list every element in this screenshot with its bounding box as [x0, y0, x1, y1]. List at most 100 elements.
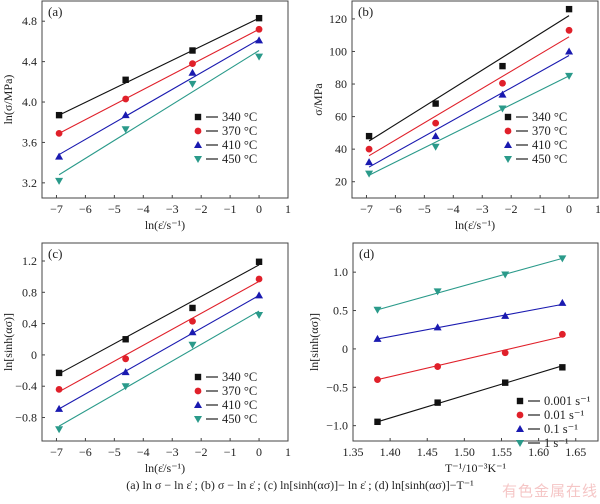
fit-line — [58, 17, 260, 116]
y-tick-label: −0.8 — [15, 411, 37, 425]
y-axis-label: ln[sinh(ασ)] — [1, 313, 15, 371]
data-point — [499, 62, 506, 70]
x-axis-label: T⁻¹/10⁻³K⁻¹ — [445, 461, 507, 475]
legend-item: 410 °C — [194, 138, 257, 152]
x-tick-label: −2 — [195, 202, 208, 216]
series-3 — [55, 36, 264, 160]
legend-label: 410 °C — [222, 138, 257, 152]
data-point — [122, 355, 130, 363]
data-point — [255, 275, 263, 283]
y-tick-label: 0.4 — [22, 317, 37, 331]
y-tick-label: 4.4 — [22, 55, 37, 69]
data-point — [121, 111, 130, 119]
series-4 — [373, 255, 567, 314]
x-tick-label: 1 — [285, 202, 291, 216]
x-tick-label: −1 — [534, 202, 547, 216]
data-point — [188, 68, 197, 76]
y-tick-label: 0 — [31, 348, 37, 362]
data-point — [565, 47, 574, 55]
y-tick-label: 0.8 — [22, 285, 37, 299]
panel-label: (d) — [359, 246, 374, 261]
data-point — [55, 426, 64, 434]
data-point — [255, 312, 264, 319]
x-tick-label: 1.60 — [528, 445, 549, 459]
legend-marker — [194, 113, 202, 121]
x-tick-label: 0 — [256, 445, 262, 459]
data-point — [55, 129, 63, 137]
legend-item: 450 °C — [194, 412, 257, 426]
data-point — [558, 255, 567, 263]
data-point — [565, 5, 573, 13]
x-tick-label: −7 — [50, 202, 63, 216]
x-tick-label: 0 — [256, 202, 262, 216]
data-point — [55, 385, 63, 393]
data-point — [189, 47, 196, 54]
y-tick-label: 40 — [335, 142, 347, 156]
x-tick-label: 1.55 — [491, 445, 512, 459]
data-point — [188, 328, 197, 336]
series-2 — [55, 25, 263, 137]
x-tick-label: −2 — [505, 202, 518, 216]
y-tick-label: 80 — [335, 77, 347, 91]
legend-label: 340 °C — [532, 110, 567, 124]
x-tick-label: 1.65 — [565, 445, 586, 459]
x-tick-label: −6 — [79, 445, 92, 459]
data-point — [558, 330, 566, 338]
data-point — [565, 26, 573, 34]
x-tick-label: 1 — [285, 445, 291, 459]
legend-label: 410 °C — [532, 138, 567, 152]
legend-item: 0.001 s⁻¹ — [516, 394, 591, 408]
data-point — [121, 368, 130, 376]
data-point — [189, 60, 196, 68]
data-point — [55, 152, 64, 160]
data-point — [434, 399, 441, 406]
legend-item: 340 °C — [194, 110, 257, 124]
data-point — [121, 383, 130, 391]
legend-label: 340 °C — [222, 110, 257, 124]
legend-marker — [194, 127, 202, 135]
plot-frame — [352, 242, 599, 442]
legend-label: 0.01 s⁻¹ — [544, 408, 584, 422]
legend-marker — [194, 373, 202, 381]
series-4 — [365, 72, 574, 178]
data-point — [374, 418, 381, 426]
data-point — [255, 291, 264, 299]
series-1 — [374, 364, 566, 426]
data-point — [55, 111, 63, 119]
fit-line — [377, 365, 563, 423]
data-point — [365, 158, 374, 166]
legend-label: 370 °C — [532, 124, 567, 138]
x-tick-label: 1.35 — [343, 445, 364, 459]
legend-item: 340 °C — [504, 110, 567, 124]
y-tick-label: 3.2 — [22, 176, 37, 190]
x-tick-label: −6 — [389, 202, 402, 216]
series-3 — [55, 291, 264, 412]
y-tick-label: 3.6 — [22, 135, 37, 149]
x-tick-label: −4 — [137, 445, 150, 459]
series-3 — [365, 47, 574, 168]
legend-item: 0.01 s⁻¹ — [516, 408, 584, 422]
fit-line — [377, 303, 563, 340]
legend-marker — [194, 141, 202, 148]
legend-marker — [516, 397, 524, 405]
data-point — [365, 145, 373, 153]
data-point — [433, 323, 442, 331]
legend-item: 450 °C — [194, 152, 257, 166]
legend-label: 410 °C — [222, 398, 257, 412]
data-point — [255, 25, 263, 33]
legend-item: 370 °C — [194, 384, 257, 398]
fit-line — [58, 28, 260, 134]
y-tick-label: 120 — [329, 12, 347, 26]
panel-label: (c) — [48, 246, 62, 261]
series-4 — [55, 50, 264, 185]
data-point — [501, 379, 509, 386]
x-tick-label: −3 — [166, 445, 179, 459]
series-1 — [55, 258, 263, 377]
legend-label: 0.1 s⁻¹ — [544, 422, 578, 436]
data-point — [122, 336, 129, 343]
y-axis-label: ln[sinh(ασ)] — [307, 313, 321, 371]
